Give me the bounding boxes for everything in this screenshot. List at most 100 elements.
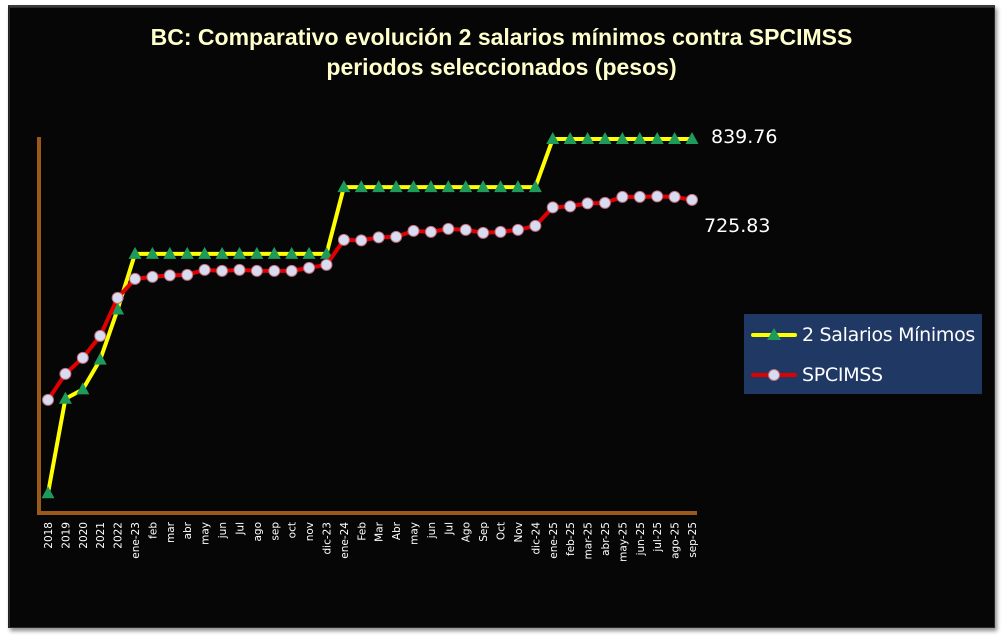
chart-title-line2: periodos seleccionados (pesos) [326, 54, 677, 80]
triangle-marker-icon [180, 246, 194, 259]
x-tick-label: ene-24 [339, 522, 351, 559]
circle-marker-icon [233, 263, 246, 276]
x-tick-label: ene-25 [548, 522, 560, 559]
circle-marker-icon [598, 196, 611, 209]
triangle-marker-icon [494, 180, 508, 193]
triangle-marker-icon [232, 246, 246, 259]
x-tick-label: Jul [234, 522, 246, 536]
triangle-marker-icon [668, 132, 682, 144]
x-tick-label: Feb [356, 522, 368, 541]
x-tick-label: 2022 [113, 522, 125, 549]
circle-marker-icon [651, 190, 664, 203]
triangle-marker-icon [337, 180, 351, 193]
series-2-salarios-minimos [41, 132, 699, 499]
triangle-marker-icon [424, 180, 438, 193]
x-tick-label: dic-23 [321, 522, 333, 555]
x-tick-label: mar [165, 521, 177, 543]
x-tick-label: may-25 [617, 522, 629, 562]
circle-marker-icon [633, 190, 646, 203]
x-tick-label: dic-24 [530, 522, 542, 555]
triangle-marker-icon [93, 352, 107, 365]
triangle-marker-icon [128, 246, 142, 259]
circle-marker-icon [163, 269, 176, 282]
circle-marker-icon [494, 225, 507, 238]
series-line [46, 194, 693, 401]
triangle-marker-icon [76, 382, 90, 395]
x-tick-label: 2018 [43, 522, 55, 549]
circle-marker-icon [751, 369, 797, 381]
circle-marker-icon [529, 219, 542, 232]
triangle-marker-icon [111, 302, 125, 315]
x-tick-label: 2019 [60, 522, 72, 549]
x-tick-label: ago-25 [670, 522, 682, 559]
triangle-marker-icon [41, 486, 55, 499]
x-tick-labels: 2018 2019 2020 2021 2022 ene-23 feb mar abr may ju… [43, 521, 699, 562]
x-tick-label: oct [287, 522, 299, 538]
x-tick-label: may [409, 522, 421, 545]
x-tick-label: sep-25 [687, 522, 699, 558]
triangle-marker-icon [441, 180, 455, 193]
x-tick-label: jun [426, 522, 438, 539]
x-tick-label: ene-23 [130, 522, 142, 559]
circle-marker-icon [320, 258, 333, 271]
x-tick-label: Jul [443, 522, 455, 536]
axes [37, 137, 697, 515]
triangle-marker-icon [145, 246, 159, 259]
x-tick-label: sep [269, 522, 281, 541]
circle-marker-icon [198, 263, 211, 276]
circle-marker-icon [76, 351, 89, 364]
triangle-marker-icon [650, 132, 664, 144]
triangle-marker-icon [528, 180, 542, 193]
x-tick-label: abr [182, 521, 194, 539]
circle-marker-icon [477, 226, 490, 239]
circle-marker-icon [94, 329, 107, 342]
triangle-marker-icon [58, 391, 72, 404]
circle-marker-icon [303, 261, 316, 274]
series-spcimss [42, 190, 698, 406]
end-label-spcimss: 725.83 [704, 215, 771, 237]
x-tick-label: Mar [374, 521, 386, 541]
series-line [46, 137, 692, 494]
circle-marker-icon [407, 224, 420, 237]
legend-label-salarios: 2 Salarios Mínimos [802, 324, 976, 346]
triangle-marker-icon [198, 246, 212, 259]
triangle-marker-icon [581, 132, 595, 144]
triangle-marker-icon [598, 132, 612, 144]
triangle-marker-icon [354, 180, 368, 193]
legend-item-salarios: 2 Salarios Mínimos [750, 320, 975, 350]
circle-marker-icon [372, 231, 385, 244]
triangle-marker-icon [302, 246, 316, 259]
circle-marker-icon [268, 264, 281, 277]
triangle-marker-icon [319, 246, 333, 259]
circle-marker-icon [146, 270, 159, 283]
circle-marker-icon [424, 225, 437, 238]
triangle-marker-icon [633, 132, 647, 144]
triangle-marker-icon [685, 132, 699, 144]
end-label-salarios: 839.76 [711, 126, 778, 148]
circle-marker-icon [686, 193, 698, 206]
circle-marker-icon [564, 200, 577, 213]
legend-item-spcimss: SPCIMSS [750, 360, 883, 390]
circle-marker-icon [511, 223, 524, 236]
triangle-marker-icon [459, 180, 473, 193]
triangle-marker-icon [407, 180, 421, 193]
legend-label-spcimss: SPCIMSS [802, 364, 883, 386]
circle-marker-icon [181, 268, 194, 281]
triangle-marker-icon [563, 132, 577, 144]
x-tick-label: Sep [478, 522, 490, 542]
x-tick-label: Ago [461, 522, 473, 542]
circle-marker-icon [111, 291, 124, 304]
triangle-marker-icon [215, 246, 229, 259]
triangle-marker-icon [615, 132, 629, 144]
circle-marker-icon [581, 197, 594, 210]
x-tick-label: mar-25 [583, 522, 595, 559]
circle-marker-icon [390, 230, 403, 243]
chart-title: BC: Comparativo evolución 2 salarios mín… [0, 22, 1003, 82]
legend: 2 Salarios Mínimos SPCIMSS [744, 314, 982, 394]
x-tick-label: jul-25 [652, 522, 664, 553]
triangle-marker-icon [372, 180, 386, 193]
x-tick-label: Abr [391, 521, 403, 540]
circle-marker-icon [250, 264, 263, 277]
triangle-marker-icon [389, 180, 403, 193]
circle-marker-icon [285, 264, 298, 277]
